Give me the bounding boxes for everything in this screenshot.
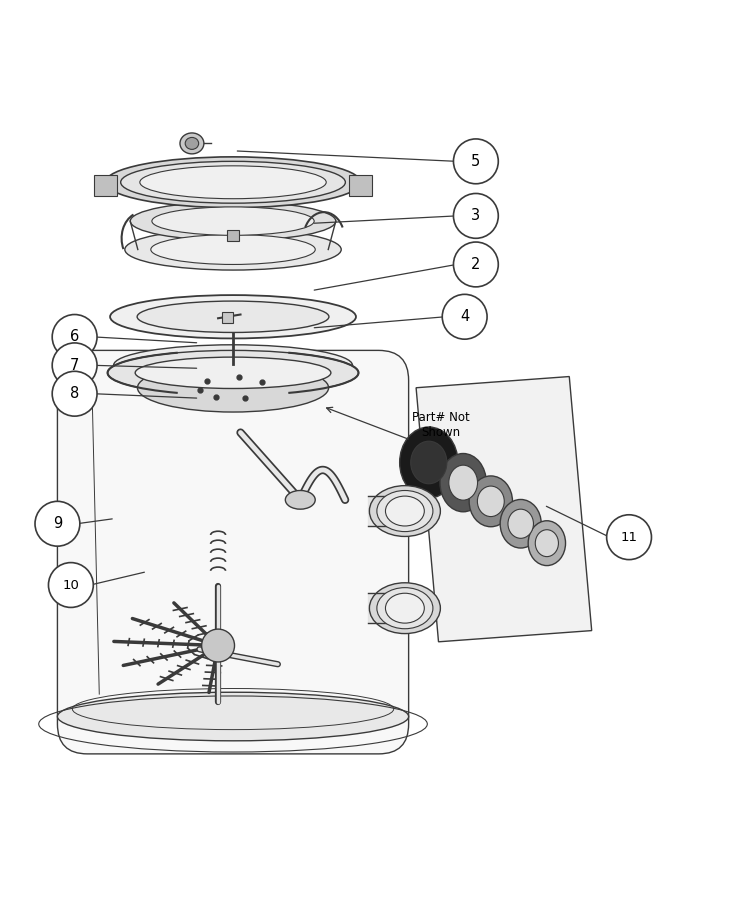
Ellipse shape — [376, 490, 433, 531]
Ellipse shape — [376, 588, 433, 629]
Circle shape — [454, 194, 498, 238]
Ellipse shape — [137, 363, 328, 412]
Ellipse shape — [185, 137, 199, 149]
Ellipse shape — [180, 133, 204, 154]
Ellipse shape — [124, 229, 341, 270]
Ellipse shape — [130, 202, 336, 240]
Circle shape — [454, 242, 498, 287]
Ellipse shape — [411, 441, 447, 484]
FancyBboxPatch shape — [58, 350, 409, 753]
Circle shape — [53, 371, 97, 416]
Text: 8: 8 — [70, 386, 80, 401]
Ellipse shape — [528, 521, 566, 566]
Polygon shape — [416, 377, 592, 642]
Circle shape — [454, 139, 498, 184]
Text: 11: 11 — [620, 531, 638, 543]
Text: 3: 3 — [471, 208, 481, 223]
Text: 4: 4 — [460, 309, 470, 324]
Ellipse shape — [107, 350, 358, 395]
Ellipse shape — [508, 510, 533, 539]
Ellipse shape — [285, 490, 315, 510]
Ellipse shape — [440, 453, 486, 511]
Ellipse shape — [140, 166, 326, 198]
Circle shape — [202, 629, 235, 662]
Ellipse shape — [386, 593, 424, 623]
Text: Part# Not
Shown: Part# Not Shown — [412, 411, 470, 440]
Ellipse shape — [151, 235, 315, 265]
Text: 10: 10 — [62, 579, 80, 592]
Ellipse shape — [400, 427, 458, 498]
Text: 5: 5 — [471, 154, 481, 169]
Ellipse shape — [152, 207, 314, 236]
Ellipse shape — [121, 161, 345, 203]
Text: 2: 2 — [471, 257, 481, 272]
Ellipse shape — [110, 295, 356, 339]
Bar — [350, 175, 372, 196]
Circle shape — [49, 562, 93, 608]
Circle shape — [442, 294, 487, 339]
Text: 6: 6 — [70, 329, 80, 345]
Ellipse shape — [370, 486, 440, 537]
Ellipse shape — [386, 496, 424, 526]
Ellipse shape — [470, 476, 512, 527]
Ellipse shape — [370, 582, 440, 633]
Ellipse shape — [140, 351, 326, 379]
Circle shape — [53, 315, 97, 359]
Text: 9: 9 — [53, 516, 62, 531]
Ellipse shape — [500, 500, 542, 548]
Circle shape — [607, 515, 652, 560]
Bar — [94, 175, 116, 196]
Ellipse shape — [58, 693, 409, 741]
Ellipse shape — [137, 301, 329, 332]
Text: 7: 7 — [70, 358, 80, 373]
Ellipse shape — [135, 357, 331, 389]
Bar — [222, 312, 233, 323]
Ellipse shape — [113, 345, 352, 386]
Ellipse shape — [478, 486, 504, 517]
Ellipse shape — [536, 530, 559, 557]
Circle shape — [35, 501, 80, 546]
Ellipse shape — [105, 157, 361, 207]
Bar — [227, 230, 239, 240]
Circle shape — [53, 343, 97, 388]
Ellipse shape — [448, 465, 478, 500]
